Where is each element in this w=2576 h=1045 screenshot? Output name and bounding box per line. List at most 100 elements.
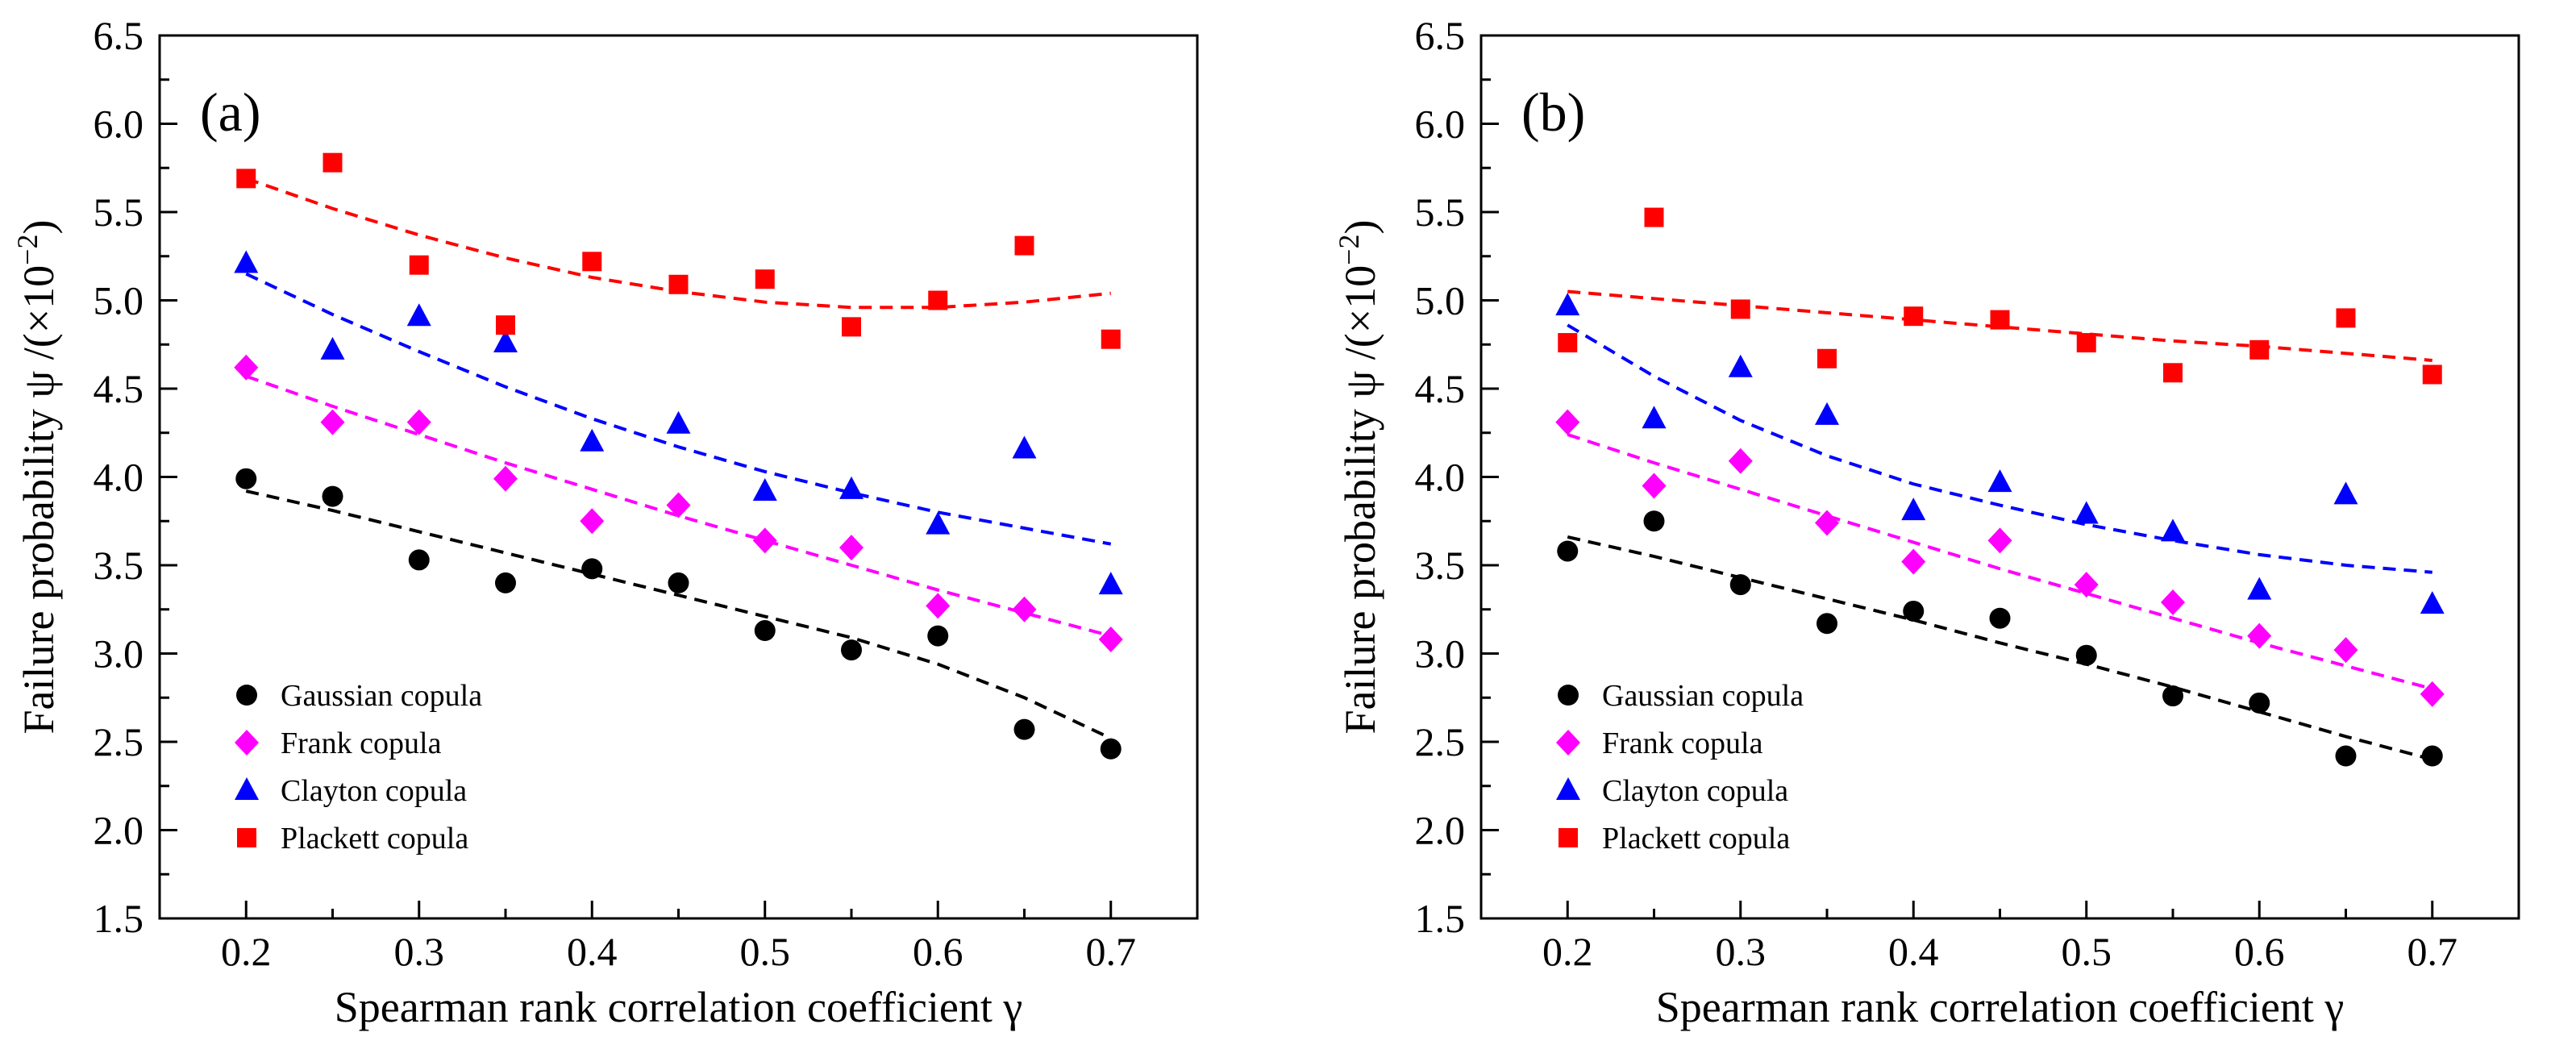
data-point-plackett	[2249, 339, 2270, 360]
data-point-clayton	[2074, 501, 2099, 524]
y-tick-label: 2.0	[94, 808, 144, 853]
legend-marker-plackett	[237, 828, 256, 847]
data-point-gaussian	[408, 549, 430, 571]
series-plackett	[236, 152, 1121, 349]
series-gaussian	[235, 468, 1122, 760]
data-point-plackett	[1558, 333, 1578, 353]
legend-marker-frank	[1556, 730, 1580, 756]
data-point-frank	[752, 527, 777, 554]
legend-label-gaussian: Gaussian copula	[1602, 679, 1804, 713]
fit-line-frank	[1567, 433, 2433, 691]
y-axis-title-sup: −2	[11, 235, 44, 265]
series-gaussian	[1557, 510, 2443, 767]
data-point-gaussian	[2075, 644, 2097, 666]
data-point-clayton	[2420, 591, 2445, 614]
y-tick-label: 5.0	[94, 278, 144, 323]
y-tick-label: 6.0	[1415, 102, 1466, 147]
data-point-plackett	[1014, 235, 1034, 256]
x-tick-label: 0.6	[2234, 929, 2285, 974]
data-point-gaussian	[1989, 607, 2011, 629]
series-clayton	[234, 250, 1123, 595]
data-point-gaussian	[322, 485, 343, 507]
fit-line-clayton	[1567, 323, 2432, 574]
data-point-frank	[2333, 637, 2358, 664]
x-tick-label: 0.3	[394, 929, 445, 974]
data-point-frank	[839, 535, 864, 561]
data-point-gaussian	[841, 639, 862, 661]
y-tick-label: 2.0	[1415, 808, 1466, 853]
data-point-plackett	[496, 315, 515, 335]
data-point-frank	[1815, 510, 1839, 536]
y-axis-title-sup: −2	[1333, 235, 1365, 265]
x-tick-label: 0.5	[740, 929, 791, 974]
x-tick-label: 0.6	[913, 929, 963, 974]
x-axis-title: Spearman rank correlation coefficient γ	[1656, 983, 2344, 1031]
legend: Gaussian copula Frank copula Clayton copul…	[1556, 679, 1804, 856]
panel-b: 0.2 0.3 0.4 0.5 0.6 0.7 1.5 2.0 2.5 3.0 3.5 4.0 4.5 5…	[1333, 13, 2520, 1031]
x-tick-label: 0.7	[2407, 929, 2458, 974]
data-point-clayton	[1901, 498, 1926, 521]
data-point-clayton	[493, 330, 518, 353]
x-tick-label: 0.4	[1888, 929, 1939, 974]
y-tick-label: 4.0	[94, 455, 144, 500]
legend: Gaussian copula Frank copula Clayton copul…	[235, 679, 482, 856]
data-point-clayton	[1642, 406, 1667, 429]
data-point-gaussian	[668, 572, 689, 593]
panel-label: (b)	[1521, 81, 1585, 143]
data-point-gaussian	[2249, 692, 2270, 714]
data-point-clayton	[2333, 481, 2358, 505]
x-tick-label: 0.2	[221, 929, 272, 974]
y-tick-label: 3.0	[94, 631, 144, 677]
y-axis-title-main: Failure probability ψ /(×10	[1336, 265, 1384, 735]
data-point-frank	[1555, 409, 1580, 435]
fit-line-clayton	[245, 272, 1112, 546]
y-tick-label: 5.5	[1415, 189, 1466, 235]
legend-label-gaussian: Gaussian copula	[281, 679, 482, 713]
data-point-gaussian	[1013, 718, 1035, 740]
legend-marker-frank	[235, 730, 259, 756]
series-frank	[1555, 409, 2445, 707]
y-tick-label: 4.0	[1415, 455, 1466, 500]
legend-marker-plackett	[1559, 828, 1578, 847]
data-point-clayton	[1728, 354, 1753, 377]
x-tick-label: 0.4	[567, 929, 618, 974]
y-tick-label: 5.0	[1415, 278, 1466, 323]
x-tick-label: 0.2	[1542, 929, 1593, 974]
legend-label-plackett: Plackett copula	[1602, 822, 1790, 856]
y-tick-label: 4.5	[1415, 366, 1466, 411]
y-tick-label: 2.5	[1415, 719, 1466, 764]
data-point-frank	[1901, 548, 1926, 575]
data-point-gaussian	[754, 620, 776, 642]
data-point-gaussian	[1100, 738, 1122, 760]
y-tick-label: 6.0	[94, 102, 144, 147]
y-tick-label: 1.5	[94, 896, 144, 941]
fit-line-frank	[245, 374, 1112, 638]
data-point-clayton	[1815, 402, 1839, 425]
data-point-clayton	[752, 478, 777, 502]
data-point-clayton	[2247, 577, 2272, 600]
data-point-plackett	[409, 255, 429, 275]
data-point-plackett	[928, 290, 948, 310]
data-point-frank	[580, 508, 605, 535]
panel-a: 0.2 0.3 0.4 0.5 0.6 0.7 1.5 2.0 2.5 3.0 3.5 4.0 4.5 5…	[11, 13, 1199, 1031]
legend-label-plackett: Plackett copula	[281, 822, 468, 856]
data-point-frank	[2074, 572, 2099, 598]
data-point-plackett	[1730, 299, 1750, 319]
data-point-frank	[1728, 448, 1753, 474]
data-point-clayton	[839, 476, 864, 499]
legend-marker-clayton	[235, 777, 259, 800]
data-point-plackett	[2422, 364, 2442, 385]
y-tick-label: 2.5	[94, 719, 144, 764]
data-point-plackett	[1101, 329, 1121, 349]
data-point-frank	[1987, 527, 2012, 554]
legend-label-clayton: Clayton copula	[1602, 774, 1788, 808]
data-point-clayton	[1987, 469, 2012, 493]
data-point-frank	[1098, 626, 1123, 652]
data-point-frank	[320, 409, 345, 435]
fit-line-gaussian	[245, 489, 1112, 740]
data-point-clayton	[1098, 572, 1123, 595]
x-axis-title: Spearman rank correlation coefficient γ	[335, 983, 1022, 1031]
legend-label-clayton: Clayton copula	[281, 774, 467, 808]
y-axis-title-end: )	[1336, 220, 1384, 235]
